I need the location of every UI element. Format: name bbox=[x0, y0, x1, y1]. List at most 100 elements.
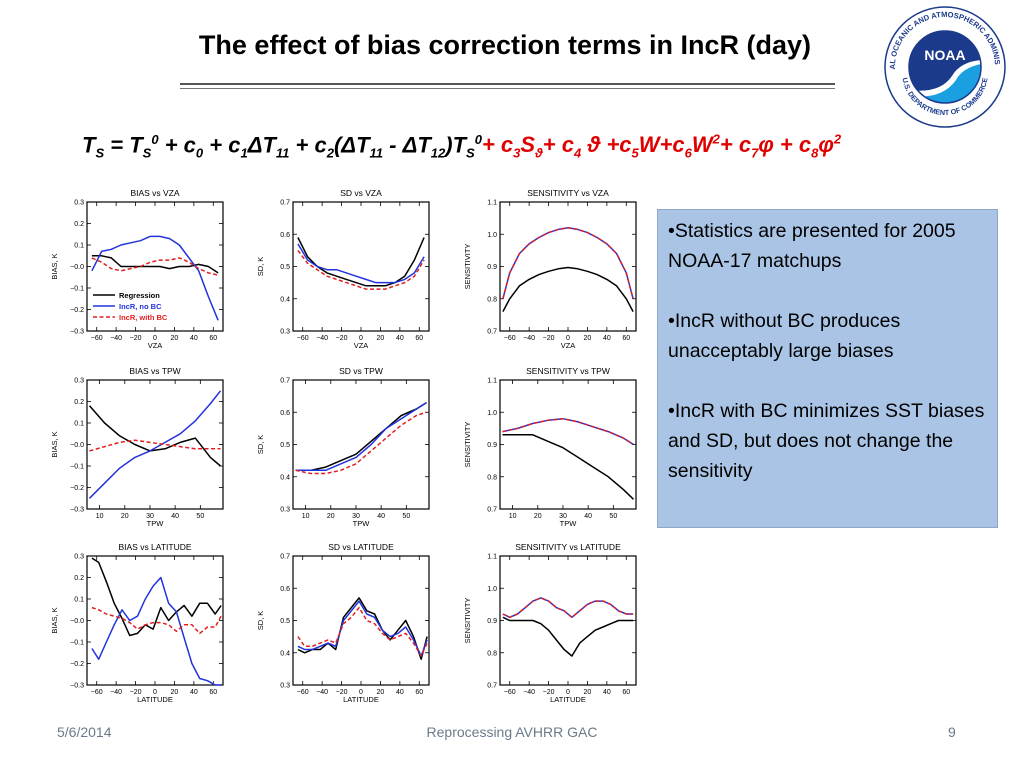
y-tick-label: 0.4 bbox=[280, 650, 290, 657]
x-tick-label: 0 bbox=[359, 335, 363, 342]
y-tick-label: 0.9 bbox=[487, 264, 497, 271]
x-tick-label: 40 bbox=[603, 689, 611, 696]
x-tick-label: −20 bbox=[130, 335, 142, 342]
footer-page-number: 9 bbox=[948, 724, 956, 740]
slide-title: The effect of bias correction terms in I… bbox=[198, 30, 812, 60]
y-axis-label: BIAS, K bbox=[50, 431, 59, 457]
x-tick-label: 50 bbox=[609, 513, 617, 520]
x-tick-label: 0 bbox=[153, 335, 157, 342]
y-tick-label: 0.2 bbox=[74, 221, 84, 228]
y-tick-label: 0.5 bbox=[280, 264, 290, 271]
chart-panel-7: BIAS vs LATITUDE −0.3 −0.2 −0.1 −0.0 0.1 0.2 0.… bbox=[50, 542, 224, 704]
notes-box: •Statistics are presented for 2005 NOAA-… bbox=[657, 209, 998, 528]
series-line-incr-with-bc bbox=[297, 249, 425, 290]
x-tick-label: 40 bbox=[396, 689, 404, 696]
y-tick-label: 0.6 bbox=[280, 410, 290, 417]
x-tick-label: 20 bbox=[171, 689, 179, 696]
note-item: •Statistics are presented for 2005 NOAA-… bbox=[668, 220, 956, 272]
series-line-regression bbox=[502, 434, 635, 500]
y-tick-label: −0.2 bbox=[70, 485, 84, 492]
y-tick-label: 1.0 bbox=[487, 232, 497, 239]
y-tick-label: 0.7 bbox=[280, 554, 290, 561]
y-tick-label: 0.6 bbox=[280, 232, 290, 239]
y-tick-label: −0.3 bbox=[70, 683, 84, 690]
y-axis-label: BIAS, K bbox=[50, 607, 59, 633]
y-tick-label: 0.3 bbox=[280, 507, 290, 514]
y-tick-label: 0.2 bbox=[74, 575, 84, 582]
chart-title: SD vs TPW bbox=[339, 366, 383, 376]
x-tick-label: 40 bbox=[584, 513, 592, 520]
plot-frame bbox=[499, 201, 637, 332]
x-tick-label: −20 bbox=[543, 689, 555, 696]
y-axis-label: SENSITIVITY bbox=[463, 244, 472, 290]
plot-frame bbox=[86, 379, 224, 510]
y-tick-label: −0.1 bbox=[70, 286, 84, 293]
x-axis-label: VZA bbox=[354, 341, 369, 350]
x-tick-label: 40 bbox=[377, 513, 385, 520]
x-tick-label: −60 bbox=[297, 335, 309, 342]
plot-frame bbox=[86, 555, 224, 686]
x-tick-label: 20 bbox=[377, 689, 385, 696]
series-line-incr-no-bc bbox=[297, 600, 428, 657]
y-tick-label: 0.5 bbox=[280, 442, 290, 449]
x-tick-label: 60 bbox=[209, 335, 217, 342]
series-line-regression bbox=[91, 557, 222, 637]
y-tick-label: 0.3 bbox=[74, 200, 84, 207]
y-tick-label: −0.0 bbox=[70, 264, 84, 271]
x-tick-label: 0 bbox=[153, 689, 157, 696]
series-line-regression bbox=[297, 597, 428, 660]
y-tick-label: 0.1 bbox=[74, 243, 84, 250]
series-line-regression bbox=[91, 255, 219, 274]
chart-title: SD vs VZA bbox=[340, 188, 382, 198]
series-line-incr-with-bc bbox=[91, 606, 222, 635]
logo-bird bbox=[909, 60, 981, 97]
x-tick-label: 60 bbox=[415, 689, 423, 696]
y-axis-label: SD, K bbox=[256, 257, 265, 277]
y-tick-label: 1.1 bbox=[487, 554, 497, 561]
x-tick-label: −60 bbox=[504, 689, 516, 696]
x-tick-label: 40 bbox=[396, 335, 404, 342]
y-tick-label: −0.1 bbox=[70, 640, 84, 647]
y-tick-label: 0.9 bbox=[487, 618, 497, 625]
series-line-incr-with-bc bbox=[297, 606, 428, 657]
series-line-incr-with-bc bbox=[502, 227, 634, 299]
y-tick-label: −0.0 bbox=[70, 618, 84, 625]
x-tick-label: 40 bbox=[171, 513, 179, 520]
y-tick-label: 1.0 bbox=[487, 410, 497, 417]
x-axis-label: TPW bbox=[353, 519, 371, 528]
legend-entry: Regression bbox=[119, 291, 160, 300]
y-tick-label: −0.1 bbox=[70, 464, 84, 471]
chart-title: BIAS vs VZA bbox=[130, 188, 179, 198]
series-line-incr-no-bc bbox=[297, 243, 425, 284]
y-tick-label: −0.3 bbox=[70, 329, 84, 336]
x-axis-label: VZA bbox=[148, 341, 163, 350]
x-tick-label: 50 bbox=[196, 513, 204, 520]
chart-panel-6: SENSITIVITY vs TPW 0.7 0.8 0.9 1.0 1.1 10 20 30 4… bbox=[463, 366, 637, 528]
footer-date: 5/6/2014 bbox=[57, 724, 112, 740]
x-tick-label: 0 bbox=[566, 689, 570, 696]
y-tick-label: 1.1 bbox=[487, 378, 497, 385]
y-tick-label: −0.0 bbox=[70, 442, 84, 449]
x-tick-label: 20 bbox=[327, 513, 335, 520]
series-line-incr-no-bc bbox=[295, 401, 427, 472]
y-tick-label: 0.9 bbox=[487, 442, 497, 449]
chart-panel-4: BIAS vs TPW −0.3 −0.2 −0.1 −0.0 0.1 0.2 0.3 10 20… bbox=[50, 366, 224, 528]
y-tick-label: 0.7 bbox=[280, 378, 290, 385]
y-tick-label: 0.6 bbox=[280, 586, 290, 593]
x-tick-label: 20 bbox=[121, 513, 129, 520]
chart-panel-5: SD vs TPW 0.3 0.4 0.5 0.6 0.7 10 20 30 40 50 TPW SD,… bbox=[256, 366, 430, 528]
legend-entry: IncR, with BC bbox=[119, 313, 168, 322]
x-tick-label: 10 bbox=[509, 513, 517, 520]
series-line-regression bbox=[502, 266, 634, 312]
x-tick-label: −20 bbox=[336, 335, 348, 342]
y-tick-label: 0.7 bbox=[487, 683, 497, 690]
logo-center-text: NOAA bbox=[924, 47, 965, 63]
y-tick-label: 1.1 bbox=[487, 200, 497, 207]
x-tick-label: 30 bbox=[559, 513, 567, 520]
x-tick-label: −20 bbox=[130, 689, 142, 696]
x-tick-label: −40 bbox=[523, 689, 535, 696]
formula-bias-terms: + c3Sϑ+ c4 ϑ +c5W+c6W2+ c7φ + c8φ2 bbox=[481, 132, 842, 161]
x-tick-label: 0 bbox=[566, 335, 570, 342]
x-axis-label: LATITUDE bbox=[137, 695, 173, 704]
series-line-incr-no-bc bbox=[91, 235, 219, 321]
